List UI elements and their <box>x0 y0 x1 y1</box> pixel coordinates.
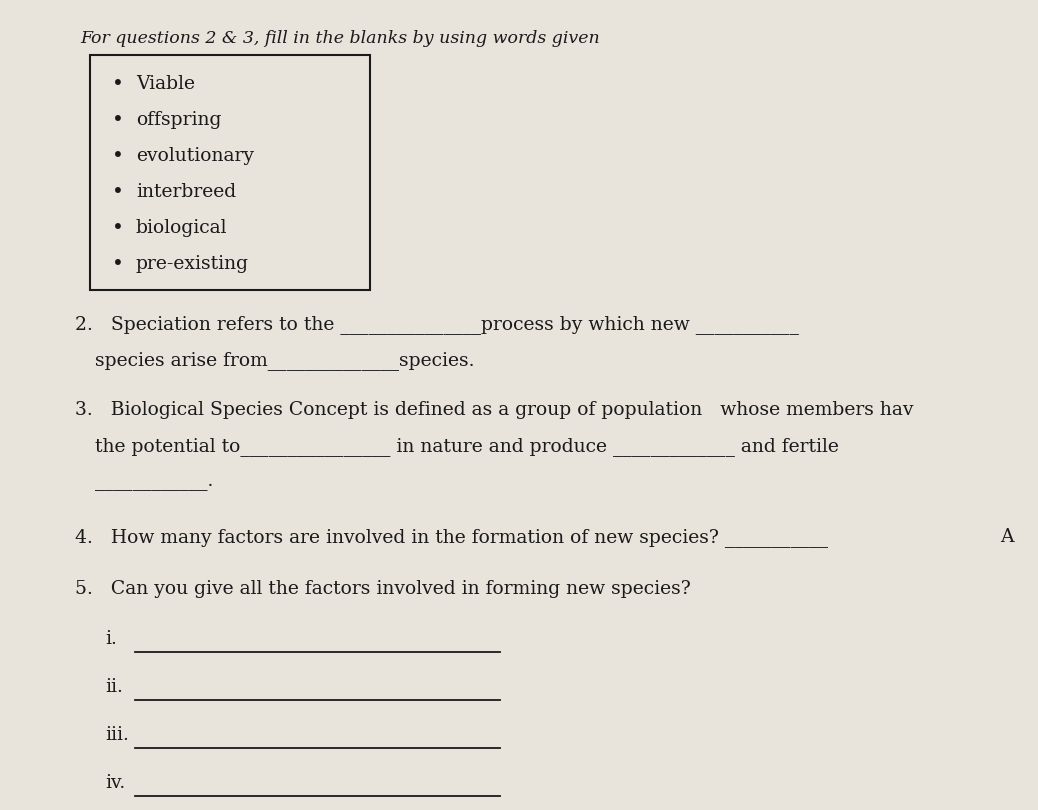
Text: ____________.: ____________. <box>95 473 214 491</box>
Text: interbreed: interbreed <box>136 183 236 201</box>
Text: 4.   How many factors are involved in the formation of new species? ___________: 4. How many factors are involved in the … <box>75 528 828 547</box>
Text: iii.: iii. <box>105 726 129 744</box>
Text: •: • <box>112 219 124 238</box>
Text: species arise from______________species.: species arise from______________species. <box>95 351 474 370</box>
Text: i.: i. <box>105 630 117 648</box>
Text: evolutionary: evolutionary <box>136 147 254 165</box>
Text: biological: biological <box>136 219 227 237</box>
FancyBboxPatch shape <box>90 55 370 290</box>
Text: Viable: Viable <box>136 75 195 93</box>
Text: •: • <box>112 75 124 94</box>
Text: ii.: ii. <box>105 678 122 696</box>
Text: •: • <box>112 147 124 166</box>
Text: •: • <box>112 183 124 202</box>
Text: 3.   Biological Species Concept is defined as a group of population   whose memb: 3. Biological Species Concept is defined… <box>75 401 913 419</box>
Text: pre-existing: pre-existing <box>136 255 249 273</box>
Text: A: A <box>1000 528 1013 546</box>
Text: For questions 2 & 3, fill in the blanks by using words given: For questions 2 & 3, fill in the blanks … <box>80 30 600 47</box>
Text: 5.   Can you give all the factors involved in forming new species?: 5. Can you give all the factors involved… <box>75 580 690 598</box>
Text: •: • <box>112 255 124 274</box>
Text: 2.   Speciation refers to the _______________process by which new ___________: 2. Speciation refers to the ____________… <box>75 315 799 334</box>
Text: offspring: offspring <box>136 111 221 129</box>
Text: the potential to________________ in nature and produce _____________ and fertile: the potential to________________ in natu… <box>95 437 839 456</box>
Text: •: • <box>112 111 124 130</box>
Text: iv.: iv. <box>105 774 126 792</box>
